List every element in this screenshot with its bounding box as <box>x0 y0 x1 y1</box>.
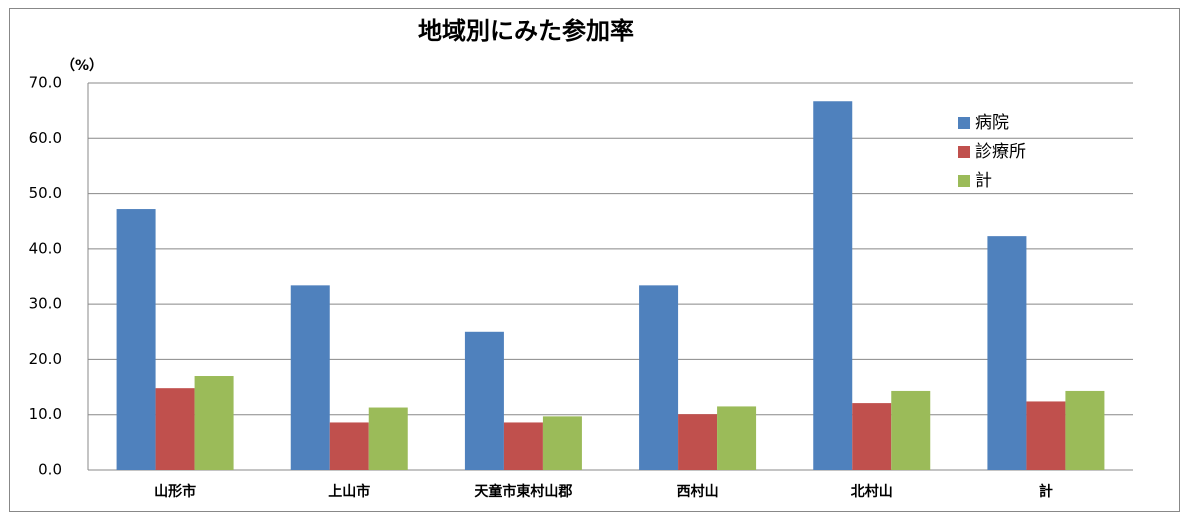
bar <box>678 414 718 470</box>
bar <box>639 285 679 470</box>
y-unit-label: （%） <box>61 58 103 74</box>
x-tick-label: 計 <box>1039 483 1053 500</box>
y-tick-label: 40.0 <box>29 239 62 257</box>
bar <box>368 407 408 470</box>
bar <box>503 422 543 470</box>
y-tick-label: 60.0 <box>29 129 62 147</box>
legend-label: 病院 <box>975 113 1009 133</box>
bar <box>464 331 504 470</box>
y-tick-label: 30.0 <box>29 295 62 313</box>
bar <box>329 422 369 470</box>
x-tick-label: 北村山 <box>851 483 893 500</box>
y-tick-label: 70.0 <box>29 74 62 92</box>
y-tick-label: 20.0 <box>29 350 62 368</box>
x-tick-label: 西村山 <box>677 483 719 500</box>
legend-label: 計 <box>975 171 992 191</box>
y-tick-label: 10.0 <box>29 405 62 423</box>
bar <box>813 101 853 470</box>
legend-label: 診療所 <box>975 142 1026 162</box>
y-tick-label: 0.0 <box>38 461 62 479</box>
bar <box>194 376 234 470</box>
legend-swatch <box>958 146 970 158</box>
y-tick-label: 50.0 <box>29 184 62 202</box>
x-tick-label: 上山市 <box>328 483 370 500</box>
chart-frame <box>9 8 1180 512</box>
bar <box>155 388 195 470</box>
bar <box>1065 390 1105 470</box>
chart-title: 地域別にみた参加率 <box>418 17 634 45</box>
bar <box>717 406 757 470</box>
bar <box>116 209 156 470</box>
bar <box>987 236 1027 470</box>
x-tick-label: 山形市 <box>154 483 196 500</box>
x-tick-label: 天童市東村山郡 <box>474 483 572 500</box>
legend-swatch <box>958 117 970 129</box>
bar <box>891 390 931 470</box>
bar <box>542 416 582 470</box>
bar <box>290 285 330 470</box>
legend-swatch <box>958 175 970 187</box>
bar <box>852 403 892 470</box>
bar <box>1026 401 1066 470</box>
